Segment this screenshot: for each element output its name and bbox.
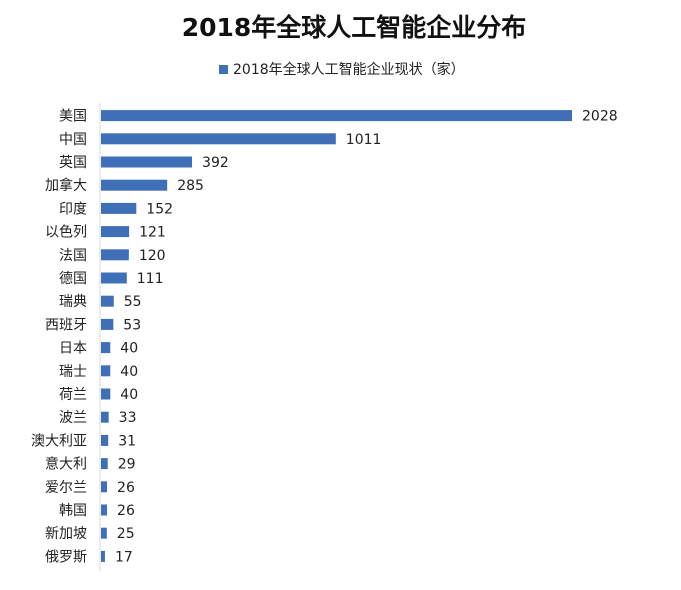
- category-label: 以色列: [45, 224, 87, 241]
- legend: 2018年全球人工智能企业现状（家）: [219, 61, 465, 78]
- bar: [101, 202, 137, 214]
- category-label: 爱尔兰: [45, 480, 87, 496]
- category-label: 美国: [59, 109, 87, 125]
- category-label: 德国: [59, 271, 87, 287]
- category-label: 瑞典: [59, 294, 87, 310]
- data-label: 26: [117, 503, 135, 519]
- data-label: 40: [120, 364, 138, 380]
- data-label: 33: [119, 410, 137, 426]
- data-label: 111: [137, 271, 164, 287]
- legend-swatch: [219, 65, 228, 74]
- data-label: 1011: [346, 132, 382, 148]
- data-label: 53: [123, 317, 141, 333]
- category-label: 新加坡: [45, 526, 87, 542]
- bar: [101, 504, 108, 516]
- bar: [101, 179, 168, 191]
- data-label: 392: [202, 155, 229, 171]
- bar: [101, 156, 193, 168]
- category-label: 西班牙: [45, 317, 87, 333]
- data-label: 285: [177, 178, 204, 194]
- bar: [101, 458, 108, 470]
- data-label: 2028: [582, 109, 618, 125]
- category-label: 法国: [59, 248, 87, 264]
- bar: [101, 272, 127, 284]
- category-label: 波兰: [59, 410, 87, 426]
- bar: [101, 365, 111, 377]
- plot-area: 美国 2028 中国 1011 英国 392 加拿大 285 印度 152 以色列 121 法国 120 德…: [31, 109, 618, 566]
- data-label: 26: [117, 480, 135, 496]
- bar: [101, 249, 129, 261]
- category-label: 日本: [59, 341, 87, 357]
- category-label: 中国: [59, 132, 87, 148]
- category-label: 瑞士: [59, 364, 87, 380]
- bar: [101, 226, 130, 238]
- bar: [101, 133, 336, 145]
- bar: [101, 550, 105, 562]
- data-label: 120: [139, 248, 166, 264]
- chart-title: 2018年全球人工智能企业分布: [182, 13, 527, 42]
- bar: [101, 342, 111, 354]
- data-label: 121: [139, 225, 166, 241]
- category-label: 韩国: [59, 503, 87, 519]
- bar: [101, 110, 572, 122]
- category-label: 澳大利亚: [31, 433, 87, 449]
- bar: [101, 481, 108, 493]
- data-label: 152: [146, 201, 173, 217]
- data-label: 40: [120, 341, 138, 357]
- bar: [101, 318, 114, 330]
- data-label: 29: [118, 457, 136, 473]
- category-label: 荷兰: [59, 387, 87, 403]
- data-label: 25: [117, 526, 135, 542]
- data-label: 40: [120, 387, 138, 403]
- bar: [101, 434, 109, 446]
- bar: [101, 527, 107, 539]
- bar: [101, 388, 111, 400]
- bar: [101, 295, 114, 307]
- legend-label: 2018年全球人工智能企业现状（家）: [233, 61, 465, 78]
- bar: [101, 411, 109, 423]
- data-label: 31: [118, 433, 136, 449]
- data-label: 55: [124, 294, 142, 310]
- category-label: 俄罗斯: [45, 549, 87, 565]
- category-label: 意大利: [45, 456, 87, 473]
- category-label: 加拿大: [45, 177, 87, 194]
- category-label: 英国: [59, 154, 87, 171]
- category-label: 印度: [59, 201, 87, 217]
- data-label: 17: [115, 549, 133, 565]
